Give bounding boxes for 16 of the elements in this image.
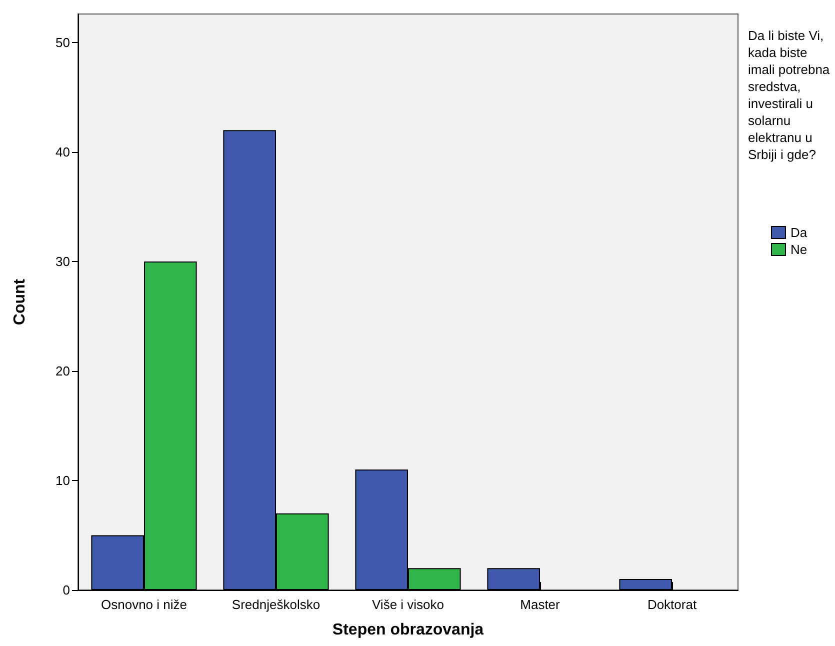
x-axis-title: Stepen obrazovanja [332, 622, 484, 638]
x-tick-label: Srednješkolsko [232, 597, 320, 612]
y-tick-label: 50 [56, 34, 70, 50]
x-tick-label: Doktorat [647, 597, 697, 612]
y-tick-label: 30 [56, 254, 70, 269]
legend-title: Da li biste Vi, kada biste imali potrebna sredstva, investirali u solarnu elektranu u Srbiji i gde? [748, 28, 834, 162]
x-tick-label: Više i visoko [372, 597, 444, 612]
y-tick-label: 0 [62, 582, 70, 598]
y-tick-label: 10 [56, 472, 70, 488]
x-tick-label: Osnovno i niže [101, 597, 187, 612]
y-axis-title: Count [12, 278, 28, 326]
legend-label: Ne [790, 242, 808, 257]
x-tick-label: Master [520, 597, 561, 612]
legend-label: Da [790, 225, 808, 240]
y-tick-label: 40 [56, 144, 70, 160]
y-tick-label: 20 [56, 363, 70, 378]
